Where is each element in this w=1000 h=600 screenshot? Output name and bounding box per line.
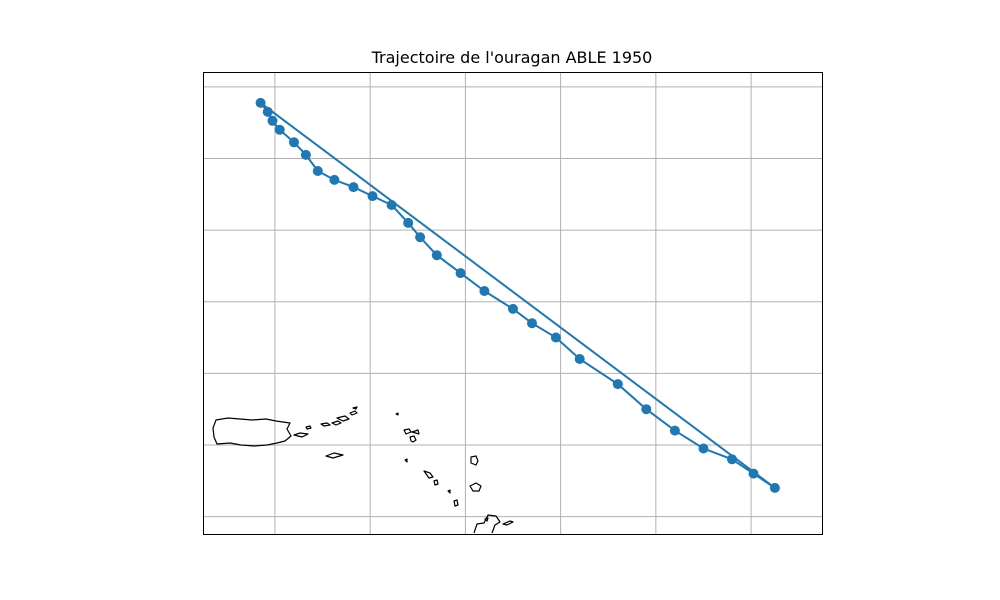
plot-frame	[203, 72, 823, 535]
coastline-st-kitts	[423, 470, 434, 479]
coastline-st-martin	[403, 428, 412, 435]
track-point	[300, 149, 311, 160]
track-point	[698, 443, 709, 454]
track-point	[312, 166, 323, 176]
hurricane-track	[259, 102, 776, 489]
coastline-anguilla	[395, 412, 399, 416]
track-point	[386, 200, 397, 210]
coastline-guadeloupe	[473, 514, 501, 534]
coastline-st-croix	[325, 452, 344, 459]
coastline-puerto-rico	[212, 417, 292, 447]
track-point	[262, 106, 273, 117]
coastline-montserrat	[447, 489, 451, 494]
coastline-vieques	[293, 432, 309, 438]
track-point	[669, 425, 680, 436]
coastline-st-john	[331, 420, 342, 426]
track-point	[415, 232, 426, 243]
coastlines	[212, 406, 514, 534]
track-point	[289, 137, 299, 148]
coastline-grande-terre	[502, 520, 514, 526]
track-point	[574, 354, 585, 364]
track-point	[367, 191, 378, 202]
track-point	[348, 182, 359, 193]
track-point	[527, 318, 537, 329]
track-point	[431, 250, 442, 261]
track-point	[769, 482, 780, 493]
track-point	[274, 124, 285, 135]
coastline-st-thomas	[320, 422, 331, 427]
track-point	[727, 454, 737, 465]
track-point	[550, 332, 561, 343]
track-point	[612, 379, 623, 390]
coastline-anegada	[352, 406, 358, 410]
coastline-petite-terre	[484, 517, 489, 522]
coastline-antigua	[469, 482, 482, 492]
coastline-virgin-gorda	[349, 410, 358, 416]
coastline-st-eustatius	[404, 458, 408, 463]
track-point	[748, 468, 759, 479]
track-point	[508, 303, 518, 314]
track-point	[479, 286, 490, 296]
track-point	[329, 174, 340, 185]
track-point	[255, 97, 266, 108]
track-point	[641, 404, 652, 415]
coastline-barbuda	[470, 455, 479, 466]
hurricane-track-points	[255, 97, 780, 493]
track-point	[403, 217, 414, 228]
coastline-tortola	[336, 415, 350, 422]
coastline-saba	[409, 435, 417, 443]
chart-title: Trajectoire de l'ouragan ABLE 1950	[371, 48, 653, 67]
coastline-redonda	[453, 499, 459, 507]
track-return-line	[260, 102, 776, 489]
coastline-culebra	[305, 425, 312, 430]
coastline-st-barth	[411, 429, 420, 435]
track-point	[455, 268, 466, 279]
track-point	[267, 115, 278, 126]
coastline-nevis	[433, 479, 439, 486]
